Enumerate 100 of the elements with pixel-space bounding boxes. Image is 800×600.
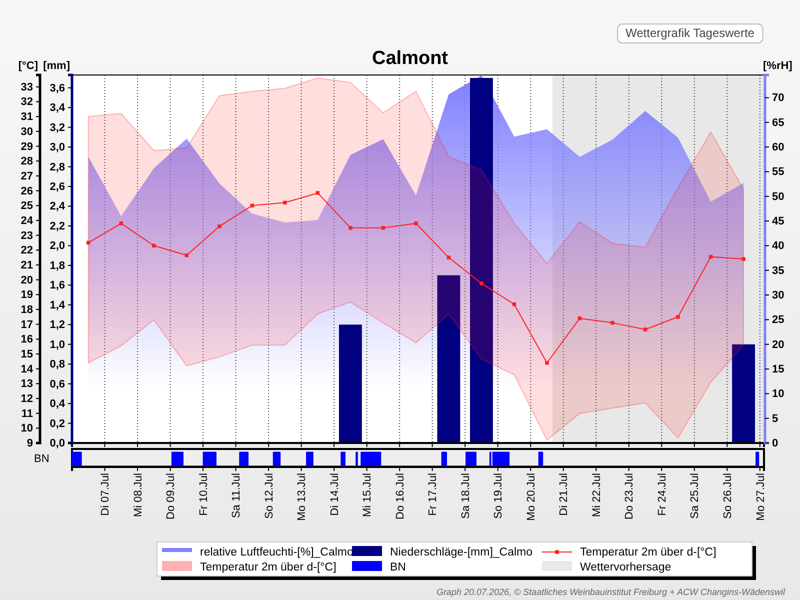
- y-tick-label: 22: [20, 244, 33, 257]
- y2-tick-label: 2,8: [50, 161, 65, 174]
- y3-tick-label: 70: [772, 92, 784, 104]
- point: [250, 204, 254, 208]
- y-tick-label: 21: [20, 259, 33, 272]
- x-tick-label: Fr 17.Jul: [427, 473, 440, 516]
- x-tick-label: Mo 20.Jul: [525, 473, 538, 521]
- x-tick-label: Do 09.Jul: [165, 473, 178, 520]
- x-tick-label: Di 14.Jul: [328, 473, 341, 516]
- x-tick-label: Mi 22.Jul: [590, 473, 603, 518]
- point: [742, 257, 746, 261]
- y2-axis-title: [mm]: [43, 60, 70, 72]
- text: Temperatur 2m über d-[°C]: [200, 561, 336, 574]
- x-tick-label: Do 23.Jul: [624, 473, 636, 520]
- y3-tick-label: 50: [772, 190, 784, 203]
- y3-tick-label: 20: [772, 338, 784, 351]
- x-tick-label: Sa 25.Jul: [689, 473, 702, 519]
- point: [152, 244, 156, 248]
- y2-tick-label: 0,6: [50, 378, 65, 390]
- y3-tick-label: 10: [772, 388, 784, 400]
- bar: [470, 78, 493, 443]
- y-tick-label: 10: [20, 422, 33, 435]
- y2-tick-label: 3,6: [50, 82, 65, 94]
- x-tick-label: So 12.Jul: [263, 473, 276, 519]
- y2-tick-label: 2,6: [50, 181, 65, 194]
- y-tick-label: 26: [20, 185, 33, 198]
- y-tick-label: 29: [20, 140, 33, 153]
- y2-tick-label: 0,2: [50, 418, 65, 430]
- y3-tick-label: 60: [772, 142, 784, 154]
- x-tick-label: Mi 15.Jul: [362, 473, 374, 518]
- y3-tick-label: 25: [772, 314, 784, 326]
- y3-tick-label: 55: [772, 166, 784, 178]
- y-tick-label: 30: [20, 126, 33, 138]
- y-tick-label: 19: [20, 289, 33, 302]
- y-tick-label: 17: [20, 318, 33, 331]
- point: [643, 328, 648, 332]
- y-tick-label: 9: [26, 438, 33, 450]
- x-tick-label: Di 21.Jul: [558, 473, 570, 516]
- y-tick-label: 31: [20, 111, 33, 124]
- y3-tick-label: 30: [772, 290, 784, 302]
- x-tick-label: Mi 08.Jul: [132, 473, 144, 518]
- y2-tick-label: 3,2: [50, 122, 65, 134]
- y2-tick-label: 3,4: [50, 102, 66, 114]
- x-tick-label: Do 16.Jul: [394, 473, 406, 520]
- y2-tick-label: 2,2: [50, 220, 65, 232]
- y-tick-label: 25: [20, 200, 33, 212]
- y3-tick-label: 5: [772, 412, 778, 425]
- text: BN: [390, 561, 406, 574]
- chart-subtitle: Wettergrafik Tageswerte: [626, 26, 755, 40]
- x-tick-label: Fr 10.Jul: [198, 473, 210, 516]
- y-tick-label: 13: [20, 378, 33, 390]
- y-tick-label: 16: [20, 334, 33, 346]
- point: [283, 200, 287, 204]
- y-tick-label: 12: [20, 393, 33, 406]
- bar: [437, 275, 460, 443]
- y2-tick-label: 1,6: [50, 280, 65, 292]
- x-tick-label: Mo 27.Jul: [754, 473, 767, 521]
- x-tick-label: Fr 24.Jul: [656, 473, 668, 516]
- y3-axis-title: [%rH]: [763, 60, 793, 72]
- x-tick-label: Mo 13.Jul: [296, 473, 308, 521]
- y3-tick-label: 15: [772, 364, 784, 376]
- y3-tick-label: 35: [772, 264, 784, 277]
- legend-label: Wettervorhersage: [580, 561, 672, 574]
- bar: [338, 324, 362, 443]
- y-axis-title: [°C]: [18, 60, 38, 72]
- y2-tick-label: 1,4: [50, 299, 66, 312]
- point: [676, 315, 680, 319]
- y3-tick-label: 45: [772, 216, 784, 228]
- y-tick-label: 15: [20, 348, 33, 360]
- x-tick-label: Di 07.Jul: [100, 473, 112, 516]
- x-tick-label: Sa 18.Jul: [460, 473, 472, 519]
- point: [446, 256, 451, 260]
- point: [348, 226, 352, 230]
- y-tick-label: 27: [20, 170, 33, 182]
- y-tick-label: 33: [20, 81, 33, 94]
- y-tick-label: 20: [20, 274, 33, 286]
- y-tick-label: 32: [20, 96, 33, 108]
- point: [480, 282, 484, 286]
- legend-label: Temperatur 2m über d-[°C]: [580, 546, 716, 558]
- point: [218, 224, 222, 228]
- legend-label: Niederschläge-[mm]_Calmo: [390, 546, 533, 558]
- x-tick-label: Sa 11.Jul: [230, 473, 243, 518]
- point: [545, 361, 549, 365]
- y3-tick-label: 0: [772, 438, 778, 450]
- y-tick-label: 28: [20, 156, 33, 168]
- x-tick-label: So 19.Jul: [492, 473, 505, 519]
- y-axis-title: BN: [34, 452, 50, 465]
- y2-tick-label: 0,8: [50, 358, 65, 371]
- y2-tick-label: 1,2: [50, 319, 65, 332]
- chart-title: Calmont: [372, 48, 449, 69]
- point: [316, 191, 320, 195]
- y-tick-label: 23: [20, 230, 33, 242]
- y2-tick-label: 1,0: [50, 338, 65, 351]
- x-tick-label: So 26.Jul: [722, 473, 734, 519]
- point: [119, 222, 124, 226]
- point: [414, 222, 418, 226]
- y2-tick-label: 2,0: [50, 240, 65, 252]
- y2-tick-label: 3,0: [50, 142, 65, 154]
- y-tick-label: 18: [20, 304, 33, 316]
- y2-tick-label: 0,0: [50, 438, 65, 450]
